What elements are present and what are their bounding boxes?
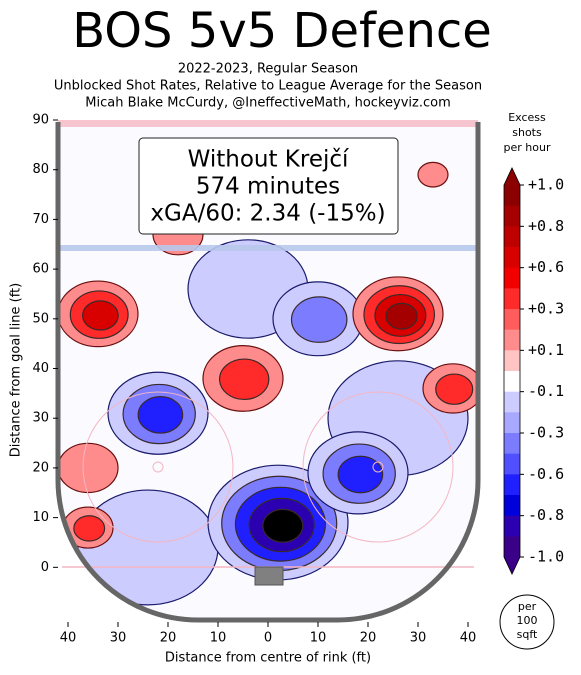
colorbar-band	[504, 412, 520, 434]
rink-markings	[55, 120, 481, 623]
colorbar-band	[504, 474, 520, 496]
annotation: Without Krejčí	[188, 147, 349, 173]
y-tick-label: 50	[32, 311, 49, 326]
colorbar-band	[504, 350, 520, 372]
contour-level	[417, 161, 449, 188]
unit-badge-text: sqft	[517, 628, 538, 641]
unit-badge	[499, 594, 555, 650]
chart-title: BOS 5v5 Defence	[72, 3, 492, 59]
contour-level	[262, 508, 304, 543]
x-tick-label: 10	[310, 631, 327, 646]
subtitle: Micah Blake McCurdy, @IneffectiveMath, h…	[85, 96, 451, 111]
colorbar-tick-label: -0.1	[528, 382, 564, 400]
colorbar-band	[504, 495, 520, 517]
contour-level	[58, 442, 119, 494]
contours	[58, 161, 478, 606]
colorbar-tick-label: -0.6	[528, 465, 564, 483]
y-tick-label: 80	[32, 162, 49, 177]
colorbar-band	[504, 433, 520, 455]
contour-level	[77, 489, 219, 606]
y-tick-label: 0	[41, 560, 49, 575]
x-tick-label: 40	[460, 631, 477, 646]
x-tick-label: 20	[160, 631, 177, 646]
annotation: xGA/60: 2.34 (-15%)	[150, 201, 385, 227]
annotation-box	[138, 137, 399, 235]
colorbar-band	[504, 536, 520, 558]
colorbar-band	[504, 391, 520, 413]
colorbar-tick-label: -0.8	[528, 506, 564, 524]
x-axis-label: Distance from centre of rink (ft)	[165, 651, 371, 666]
contour-level	[385, 302, 418, 330]
contour-level	[218, 358, 270, 401]
subtitle: Unblocked Shot Rates, Relative to League…	[54, 79, 482, 94]
y-tick-label: 90	[32, 113, 49, 128]
colorbar-tick-label: -0.3	[528, 424, 564, 442]
subtitle: 2022-2023, Regular Season	[178, 62, 358, 77]
colorbar-band	[504, 329, 520, 351]
x-tick-label: 20	[360, 631, 377, 646]
colorbar-band	[504, 247, 520, 269]
colorbar-tick-label: +0.6	[528, 258, 564, 276]
contour-level	[290, 296, 348, 343]
contour-level	[73, 515, 106, 542]
colorbar-title: shots	[512, 126, 542, 139]
x-tick-label: 10	[210, 631, 227, 646]
colorbar-tick-label: +0.3	[528, 300, 564, 318]
y-tick-label: 60	[32, 262, 49, 277]
unit-badge-text: per	[518, 600, 537, 613]
colorbar-arrow	[504, 557, 520, 574]
colorbar-band	[504, 226, 520, 248]
x-tick-label: 0	[264, 631, 272, 646]
y-tick-label: 70	[32, 212, 49, 227]
contour-level	[82, 300, 119, 331]
contour-level	[137, 396, 184, 434]
contour-level	[435, 373, 474, 405]
x-tick-label: 40	[60, 631, 77, 646]
y-tick-label: 20	[32, 460, 49, 475]
y-tick-label: 40	[32, 361, 49, 376]
colorbar-band	[504, 309, 520, 331]
unit-badge-text: 100	[517, 614, 538, 627]
colorbar-band	[504, 515, 520, 537]
annotation: 574 minutes	[196, 174, 340, 200]
colorbar-tick-label: +1.0	[528, 176, 564, 194]
colorbar-tick-label: +0.8	[528, 217, 564, 235]
colorbar-band	[504, 371, 520, 393]
contour-level	[337, 455, 384, 494]
colorbar-band	[504, 453, 520, 475]
y-tick-label: 30	[32, 411, 49, 426]
y-axis-label: Distance from goal line (ft)	[9, 283, 24, 457]
colorbar-tick-label: -1.0	[528, 548, 564, 566]
x-tick-label: 30	[410, 631, 427, 646]
y-tick-label: 10	[32, 510, 49, 525]
colorbar-band	[504, 205, 520, 227]
colorbar-band	[504, 288, 520, 310]
colorbar-band	[504, 267, 520, 289]
colorbar-arrow	[504, 168, 520, 185]
colorbar-band	[504, 185, 520, 207]
colorbar-tick-label: +0.1	[528, 341, 564, 359]
colorbar-title: per hour	[504, 141, 551, 154]
colorbar-title: Excess	[508, 111, 546, 124]
x-tick-label: 30	[110, 631, 127, 646]
